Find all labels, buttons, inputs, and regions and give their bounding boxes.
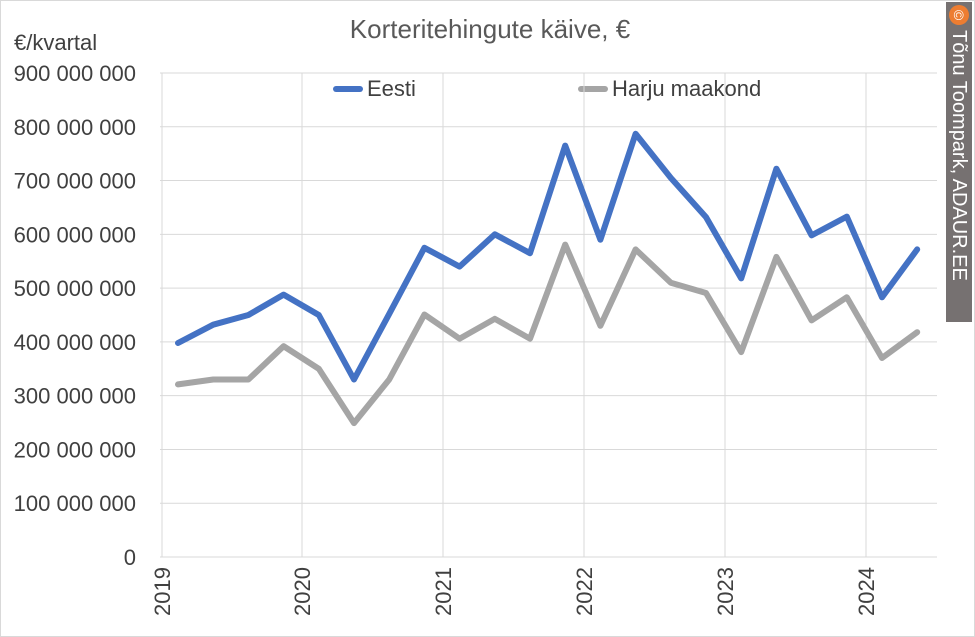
x-tick-label: 2024: [854, 567, 879, 616]
watermark: © Tõnu Toompark, ADAUR.EE: [946, 2, 972, 322]
legend-item-eesti: Eesti: [333, 76, 416, 102]
legend-swatch-eesti: [333, 86, 363, 92]
y-tick-label: 700 000 000: [14, 169, 136, 194]
x-tick-label: 2019: [150, 567, 175, 616]
legend-item-harju: Harju maakond: [578, 76, 761, 102]
y-tick-label: 400 000 000: [14, 330, 136, 355]
y-tick-label: 100 000 000: [14, 491, 136, 516]
x-tick-label: 2020: [290, 567, 315, 616]
y-tick-label: 800 000 000: [14, 115, 136, 140]
chart-title: Korteritehingute käive, €: [349, 14, 631, 44]
series-line-harju-maakond: [175, 241, 921, 427]
y-tick-label: 600 000 000: [14, 222, 136, 247]
copyright-icon: ©: [949, 5, 969, 25]
legend-label-eesti: Eesti: [367, 76, 416, 101]
y-tick-label: 900 000 000: [14, 61, 136, 86]
y-tick-label: 500 000 000: [14, 276, 136, 301]
x-tick-label: 2021: [431, 567, 456, 616]
y-tick-label: 300 000 000: [14, 384, 136, 409]
x-tick-label: 2023: [713, 567, 738, 616]
watermark-text: Tõnu Toompark, ADAUR.EE: [948, 30, 971, 281]
x-tick-label: 2022: [572, 567, 597, 616]
legend-swatch-harju: [578, 86, 608, 92]
y-tick-label: 200 000 000: [14, 437, 136, 462]
legend-label-harju: Harju maakond: [612, 76, 762, 101]
series-line-eesti: [175, 130, 921, 383]
y-tick-label: 0: [124, 545, 136, 570]
y-axis-label: €/kvartal: [14, 30, 98, 55]
